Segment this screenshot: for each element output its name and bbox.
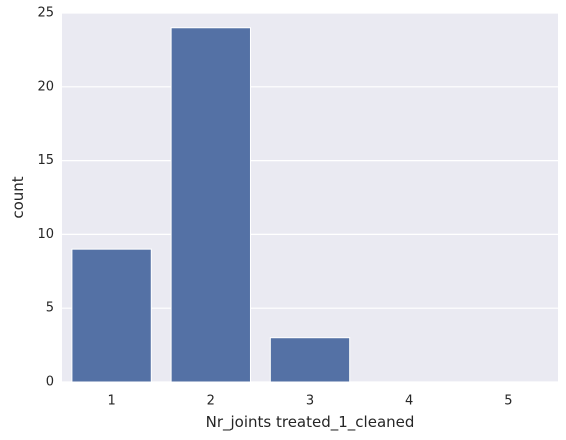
- x-tick-labels: 1 2 3 4 5: [107, 394, 512, 409]
- y-axis-label: count: [9, 176, 27, 218]
- x-tick-label: 4: [405, 394, 413, 409]
- x-tick-label: 5: [504, 394, 512, 409]
- y-tick-label: 15: [37, 153, 54, 168]
- y-tick-label: 0: [46, 375, 54, 390]
- y-tick-label: 20: [37, 79, 54, 94]
- x-tick-label: 1: [107, 394, 115, 409]
- bar-2: [171, 28, 250, 382]
- bar-1: [72, 249, 151, 382]
- x-tick-label: 3: [306, 394, 314, 409]
- x-axis-label: Nr_joints treated_1_cleaned: [206, 413, 415, 432]
- bar-3: [270, 338, 349, 382]
- x-tick-label: 2: [207, 394, 215, 409]
- y-tick-label: 5: [46, 301, 54, 316]
- y-tick-labels: 0 5 10 15 20 25: [37, 6, 54, 390]
- y-tick-label: 10: [37, 227, 54, 242]
- y-tick-label: 25: [37, 6, 54, 21]
